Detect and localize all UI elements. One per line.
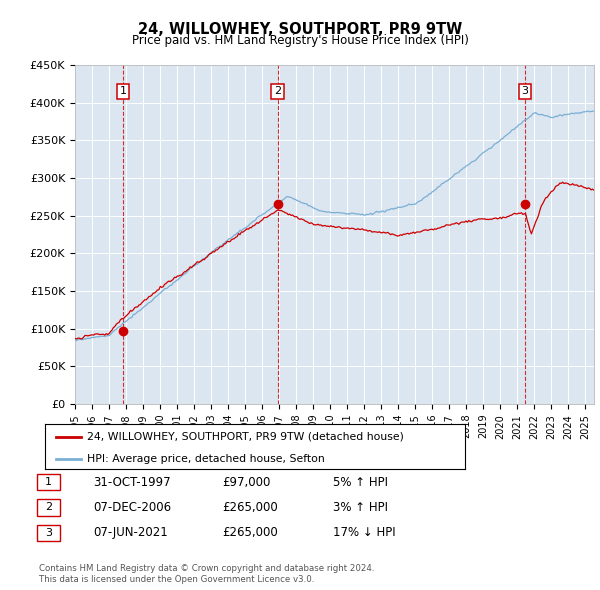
Text: 24, WILLOWHEY, SOUTHPORT, PR9 9TW (detached house): 24, WILLOWHEY, SOUTHPORT, PR9 9TW (detac… xyxy=(87,432,404,442)
Text: £265,000: £265,000 xyxy=(222,501,278,514)
Text: 31-OCT-1997: 31-OCT-1997 xyxy=(93,476,170,489)
Text: 17% ↓ HPI: 17% ↓ HPI xyxy=(333,526,395,539)
Text: £265,000: £265,000 xyxy=(222,526,278,539)
Text: Price paid vs. HM Land Registry's House Price Index (HPI): Price paid vs. HM Land Registry's House … xyxy=(131,34,469,47)
Text: 1: 1 xyxy=(45,477,52,487)
Text: 2: 2 xyxy=(274,86,281,96)
Text: 3% ↑ HPI: 3% ↑ HPI xyxy=(333,501,388,514)
Text: £97,000: £97,000 xyxy=(222,476,271,489)
Text: This data is licensed under the Open Government Licence v3.0.: This data is licensed under the Open Gov… xyxy=(39,575,314,584)
Text: 07-DEC-2006: 07-DEC-2006 xyxy=(93,501,171,514)
Text: 5% ↑ HPI: 5% ↑ HPI xyxy=(333,476,388,489)
Text: Contains HM Land Registry data © Crown copyright and database right 2024.: Contains HM Land Registry data © Crown c… xyxy=(39,565,374,573)
Text: 2: 2 xyxy=(45,503,52,512)
Text: HPI: Average price, detached house, Sefton: HPI: Average price, detached house, Seft… xyxy=(87,454,325,464)
Text: 1: 1 xyxy=(119,86,127,96)
Text: 3: 3 xyxy=(45,528,52,537)
Text: 3: 3 xyxy=(521,86,529,96)
Text: 07-JUN-2021: 07-JUN-2021 xyxy=(93,526,168,539)
Text: 24, WILLOWHEY, SOUTHPORT, PR9 9TW: 24, WILLOWHEY, SOUTHPORT, PR9 9TW xyxy=(138,22,462,37)
